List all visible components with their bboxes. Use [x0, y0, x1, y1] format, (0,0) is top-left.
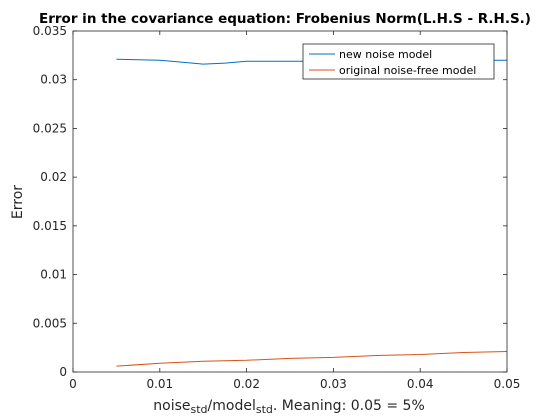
- x-tick-label: 0.01: [146, 377, 173, 391]
- chart-title: Error in the covariance equation: Froben…: [39, 11, 531, 27]
- x-axis-label-part: . Meaning: 0.05 = 5%: [273, 398, 425, 414]
- x-axis-label-part: noise: [153, 398, 190, 414]
- series-line-original-noise-free-model: [116, 351, 508, 367]
- x-tick-label: 0.03: [320, 377, 347, 391]
- x-tick-label: 0: [69, 377, 77, 391]
- y-axis-label: Error: [10, 185, 26, 219]
- legend-label-new-noise-model: new noise model: [339, 48, 432, 61]
- y-tick-label: 0.025: [33, 121, 67, 135]
- y-tick-label: 0.01: [40, 268, 67, 282]
- legend-label-original-noise-free-model: original noise-free model: [339, 64, 476, 77]
- plot-area: [73, 31, 507, 372]
- tick-layer: 0 0.01 0.02 0.03 0.04 0.05 0 0.005 0.01 0.015 0.02…: [33, 24, 521, 391]
- y-tick-label: 0.005: [33, 316, 67, 330]
- x-axis-label-part: /model: [208, 398, 256, 414]
- y-tick-label: 0.02: [40, 170, 67, 184]
- x-axis-label: noisestd/modelstd. Meaning: 0.05 = 5%: [153, 398, 425, 416]
- y-tick-label: 0.03: [40, 73, 67, 87]
- legend: new noise model original noise-free mode…: [302, 43, 495, 80]
- x-tick-label: 0.05: [494, 377, 521, 391]
- plot-box: [72, 30, 508, 373]
- y-tick-label: 0.015: [33, 219, 67, 233]
- y-tick-label: 0: [59, 365, 67, 379]
- x-axis-label-part: std: [256, 403, 273, 416]
- y-tick-label: 0.035: [33, 24, 67, 38]
- x-axis-label-part: std: [191, 403, 208, 416]
- x-tick-label: 0.04: [407, 377, 434, 391]
- x-tick-label: 0.02: [233, 377, 260, 391]
- legend-box: [302, 43, 495, 80]
